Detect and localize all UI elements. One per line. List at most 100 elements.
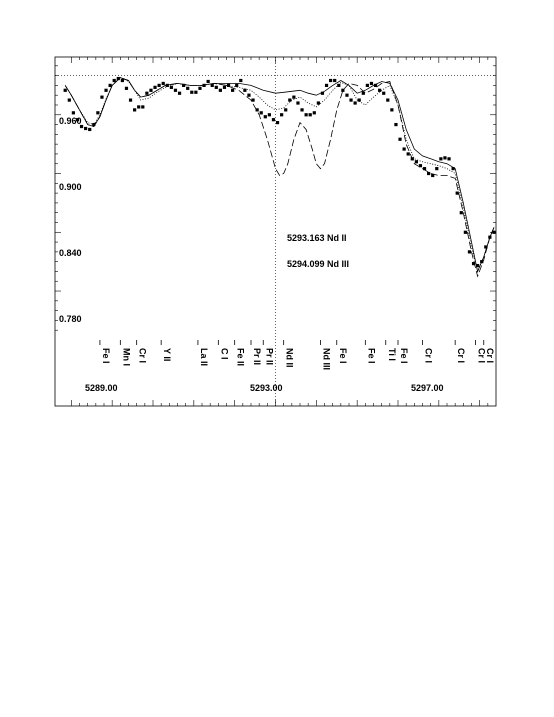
line-id-label: Y II: [162, 348, 172, 361]
line-id-label: La II: [199, 348, 209, 366]
observed-data-point: [226, 83, 231, 87]
observed-data-point: [194, 90, 198, 94]
observed-data-point: [222, 85, 227, 89]
line-id-label: Mn I: [121, 348, 131, 366]
observed-data-point: [255, 108, 259, 112]
line-id-label: Ti I: [387, 348, 397, 361]
observed-data-point: [467, 250, 472, 254]
observed-data-point: [284, 108, 288, 112]
observed-data-point: [292, 95, 296, 99]
observed-data-point: [169, 85, 173, 89]
observed-data-point: [443, 156, 447, 160]
observed-data-point: [382, 91, 386, 95]
observed-data-point: [128, 98, 133, 102]
line-id-label: Fe I: [338, 348, 348, 364]
line-id-label: Cr I: [485, 348, 495, 363]
observed-data-point: [84, 126, 88, 131]
observed-data-point: [206, 79, 210, 84]
observed-data-point: [288, 98, 292, 102]
observed-data-point: [349, 98, 353, 102]
observed-data-point: [120, 78, 124, 83]
observed-data-point: [104, 88, 108, 92]
observed-data-point: [271, 118, 276, 122]
observed-data-point: [214, 85, 218, 89]
observed-data-point: [406, 152, 410, 156]
observed-data-point: [153, 85, 157, 89]
line-id-label: Cr I: [138, 348, 148, 363]
observed-data-point: [79, 124, 84, 129]
synthetic-spectrum-line-dotted: [64, 77, 495, 273]
observed-data-point: [186, 86, 190, 90]
observed-data-point: [451, 167, 455, 171]
observed-data-point: [275, 121, 280, 125]
observed-data-point: [149, 88, 153, 92]
observed-data-point: [67, 98, 71, 102]
observed-data-point: [304, 113, 308, 117]
observed-data-point: [124, 86, 129, 90]
observed-data-point: [308, 113, 312, 117]
observed-data-point: [161, 81, 165, 86]
line-identifications: Fe I Mn I Cr I Y II La II C I Fe II Pr II Pr II N…: [99, 340, 495, 370]
y-tick-label: 0.840: [59, 248, 82, 258]
observed-data-point: [337, 83, 341, 87]
observed-data-point: [218, 88, 222, 92]
observed-data-point: [341, 88, 345, 92]
y-tick-label: 0.960: [59, 116, 82, 126]
line-id-label: Fe II: [236, 348, 246, 366]
observed-data-point: [267, 113, 271, 117]
observed-data-point: [324, 83, 329, 87]
observed-data-point: [112, 78, 116, 83]
observed-data-point: [476, 263, 480, 268]
observed-data-point: [100, 95, 104, 99]
observed-data-point: [361, 91, 365, 95]
observed-data-point: [447, 157, 451, 161]
observed-data-point: [173, 88, 178, 92]
observed-data-point: [198, 86, 202, 90]
observed-data-point: [182, 83, 186, 87]
axis-ticks: [55, 57, 496, 406]
observed-data-point: [71, 111, 75, 115]
observed-data-point: [435, 167, 439, 171]
observed-data-point: [373, 83, 378, 87]
observed-data-point: [333, 78, 337, 83]
observed-data-point: [492, 230, 496, 234]
observed-data-point: [369, 81, 374, 86]
observed-data-point: [329, 78, 333, 83]
observed-data-point: [455, 191, 459, 195]
observed-data-point: [353, 101, 357, 105]
line-id-label: Nd III: [321, 348, 331, 370]
observed-data-point: [263, 115, 267, 119]
observed-data-point: [357, 98, 361, 102]
observed-data-point: [157, 83, 161, 87]
observed-data-point: [177, 91, 182, 95]
observed-data-point: [63, 88, 67, 92]
observed-data-point: [235, 83, 239, 87]
x-tick-label: 5297.00: [411, 383, 444, 393]
observed-data-point: [418, 164, 423, 168]
line-id-label: Cr I: [477, 348, 487, 363]
observed-data-point: [398, 137, 402, 141]
observed-data-point: [390, 108, 394, 112]
observed-data-point: [231, 88, 235, 92]
observed-data-point: [471, 262, 476, 266]
observed-data-point: [312, 111, 316, 115]
observed-data-point: [296, 101, 300, 105]
x-tick-label: 5293.00: [250, 383, 283, 393]
observed-data-point: [484, 245, 488, 249]
annotation-nd-iii: 5294.099 Nd III: [287, 259, 349, 269]
line-id-label: Fe I: [366, 348, 376, 364]
observed-data-point: [316, 101, 320, 105]
observed-data-point: [378, 88, 382, 92]
synthetic-spectrum-line-dashed: [64, 77, 495, 278]
observed-data-point: [145, 91, 149, 95]
observed-data-point: [463, 230, 467, 234]
observed-data-point: [386, 98, 390, 102]
observed-data-point: [133, 108, 137, 112]
y-tick-label: 0.780: [59, 314, 82, 324]
line-id-label: Pr II: [264, 348, 274, 365]
observed-data-point: [422, 167, 427, 171]
observed-data-point: [96, 111, 100, 115]
observed-data-point: [75, 118, 80, 122]
observed-data-point: [431, 173, 435, 178]
